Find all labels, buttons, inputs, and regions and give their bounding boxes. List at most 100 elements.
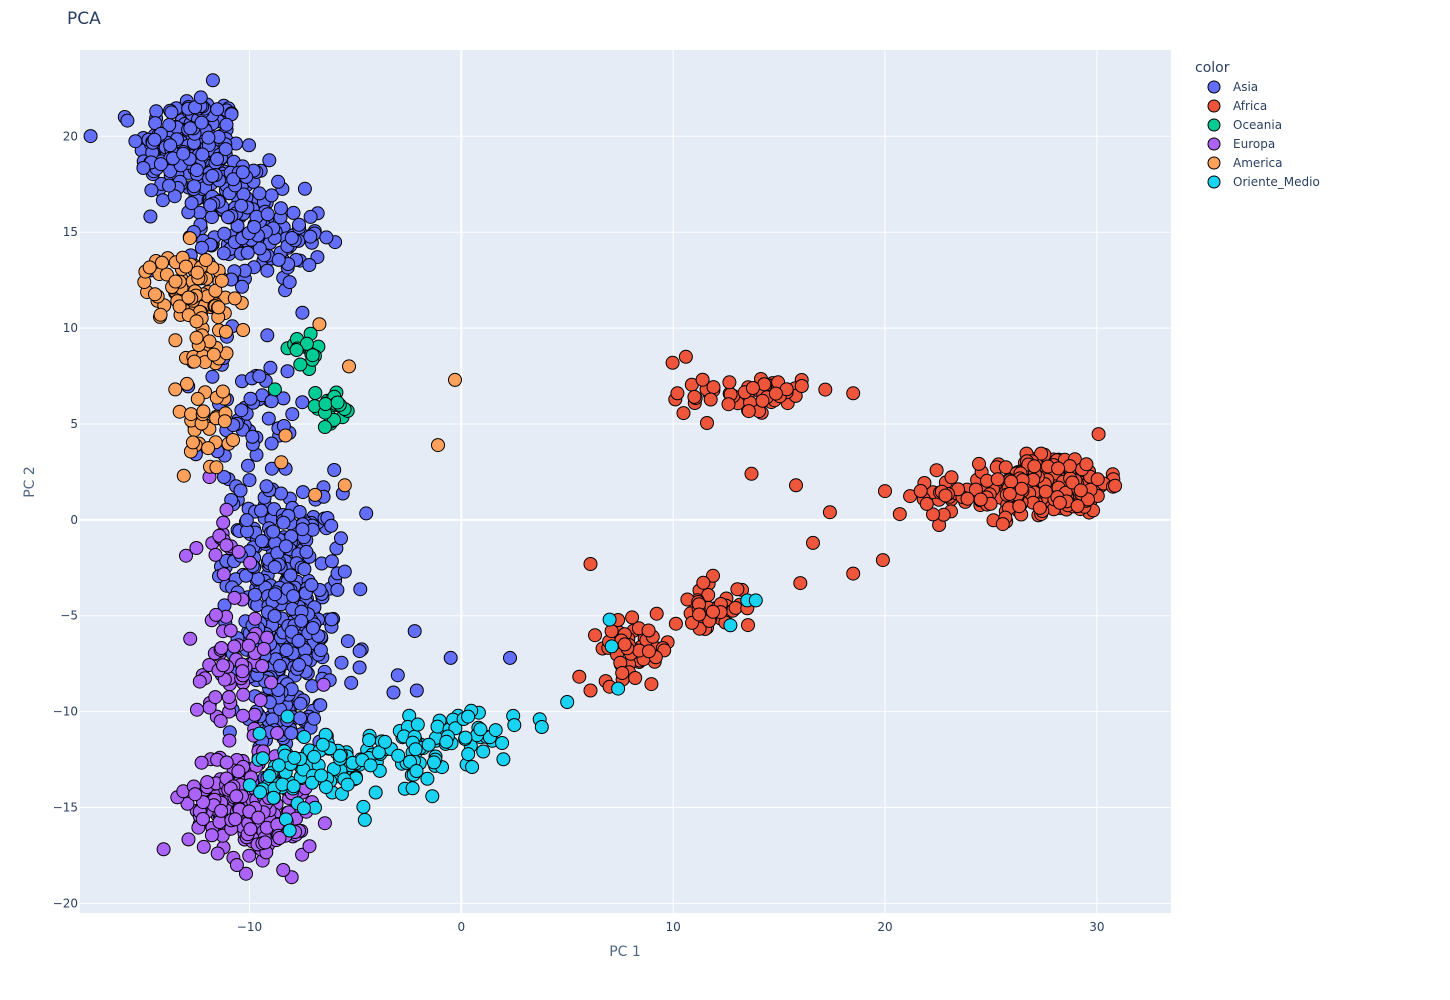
- data-point: [236, 708, 250, 723]
- data-point: [439, 734, 454, 749]
- data-point: [356, 799, 371, 814]
- data-point: [687, 389, 702, 404]
- data-point: [496, 752, 511, 767]
- data-point: [264, 188, 279, 203]
- data-point: [211, 300, 226, 315]
- data-point: [209, 460, 224, 475]
- legend-item-asia[interactable]: Asia: [1207, 80, 1258, 94]
- data-point: [228, 812, 243, 827]
- data-point: [461, 709, 476, 724]
- legend-item-america[interactable]: America: [1207, 156, 1283, 170]
- data-point: [1002, 486, 1017, 501]
- legend-marker: [1207, 80, 1221, 94]
- data-point: [255, 751, 270, 766]
- legend-label: Oriente_Medio: [1233, 175, 1320, 189]
- data-point: [181, 290, 196, 305]
- x-tick-label: 20: [877, 920, 892, 934]
- data-point: [218, 142, 233, 157]
- data-point: [194, 115, 209, 130]
- data-point: [295, 305, 310, 320]
- data-point: [267, 382, 282, 397]
- data-point: [317, 816, 332, 831]
- data-point: [604, 639, 619, 654]
- data-point: [534, 720, 549, 734]
- data-point: [153, 307, 168, 322]
- data-point: [260, 207, 275, 222]
- data-point: [213, 714, 228, 728]
- data-point: [1032, 500, 1047, 515]
- data-point: [668, 616, 683, 631]
- legend-marker: [1207, 99, 1221, 113]
- data-point: [258, 835, 273, 850]
- data-point: [198, 253, 213, 267]
- legend-item-africa[interactable]: Africa: [1207, 99, 1267, 113]
- data-point: [128, 134, 143, 149]
- data-point: [334, 531, 348, 546]
- data-point: [755, 393, 770, 408]
- data-point: [284, 231, 299, 245]
- data-point: [337, 564, 352, 579]
- data-point: [287, 750, 302, 765]
- data-point: [264, 394, 279, 409]
- data-point: [846, 386, 861, 401]
- data-point: [195, 812, 210, 826]
- data-point: [263, 360, 278, 375]
- data-point: [407, 624, 422, 639]
- data-point: [242, 138, 256, 153]
- data-point: [261, 411, 276, 426]
- data-point: [221, 210, 235, 225]
- data-point: [187, 179, 202, 194]
- data-point: [292, 657, 306, 672]
- data-point: [741, 618, 755, 633]
- data-point: [192, 674, 207, 689]
- data-point: [297, 562, 312, 577]
- data-point: [313, 643, 328, 658]
- data-point: [147, 132, 162, 147]
- data-point: [149, 104, 164, 119]
- data-point: [430, 719, 445, 734]
- data-point: [270, 726, 285, 740]
- chart-title: PCA: [67, 9, 101, 29]
- legend-item-oceania[interactable]: Oceania: [1207, 118, 1282, 132]
- data-point: [247, 220, 262, 234]
- data-point: [822, 505, 837, 520]
- data-point: [1034, 446, 1049, 461]
- data-point: [386, 685, 401, 700]
- data-point: [368, 785, 383, 800]
- data-point: [304, 578, 319, 592]
- data-point: [299, 336, 314, 351]
- data-point: [155, 193, 170, 208]
- data-point: [353, 582, 368, 597]
- data-point: [706, 604, 720, 619]
- data-point: [254, 534, 269, 549]
- data-point: [990, 472, 1005, 487]
- data-point: [208, 690, 223, 705]
- data-point: [344, 675, 359, 690]
- data-point: [184, 407, 199, 422]
- data-point: [420, 771, 435, 786]
- data-point: [768, 386, 783, 401]
- data-point: [272, 658, 287, 673]
- data-point: [219, 502, 234, 517]
- data-point: [267, 560, 282, 575]
- data-point: [926, 507, 940, 522]
- data-point: [236, 323, 251, 337]
- data-point: [242, 778, 257, 793]
- data-point: [260, 328, 275, 343]
- data-point: [340, 777, 355, 792]
- data-point: [806, 535, 820, 550]
- data-point: [745, 381, 760, 395]
- data-point: [289, 343, 304, 357]
- data-point: [421, 737, 436, 752]
- series-america: [137, 231, 462, 502]
- data-point: [285, 407, 300, 422]
- data-point: [217, 414, 232, 429]
- legend-item-oriente-medio[interactable]: Oriente_Medio: [1207, 175, 1320, 189]
- data-point: [233, 483, 248, 498]
- data-point: [296, 485, 310, 500]
- data-point: [272, 831, 287, 845]
- data-point: [201, 441, 216, 456]
- data-point: [278, 428, 293, 443]
- legend-item-europa[interactable]: Europa: [1207, 137, 1275, 151]
- data-point: [1012, 499, 1027, 514]
